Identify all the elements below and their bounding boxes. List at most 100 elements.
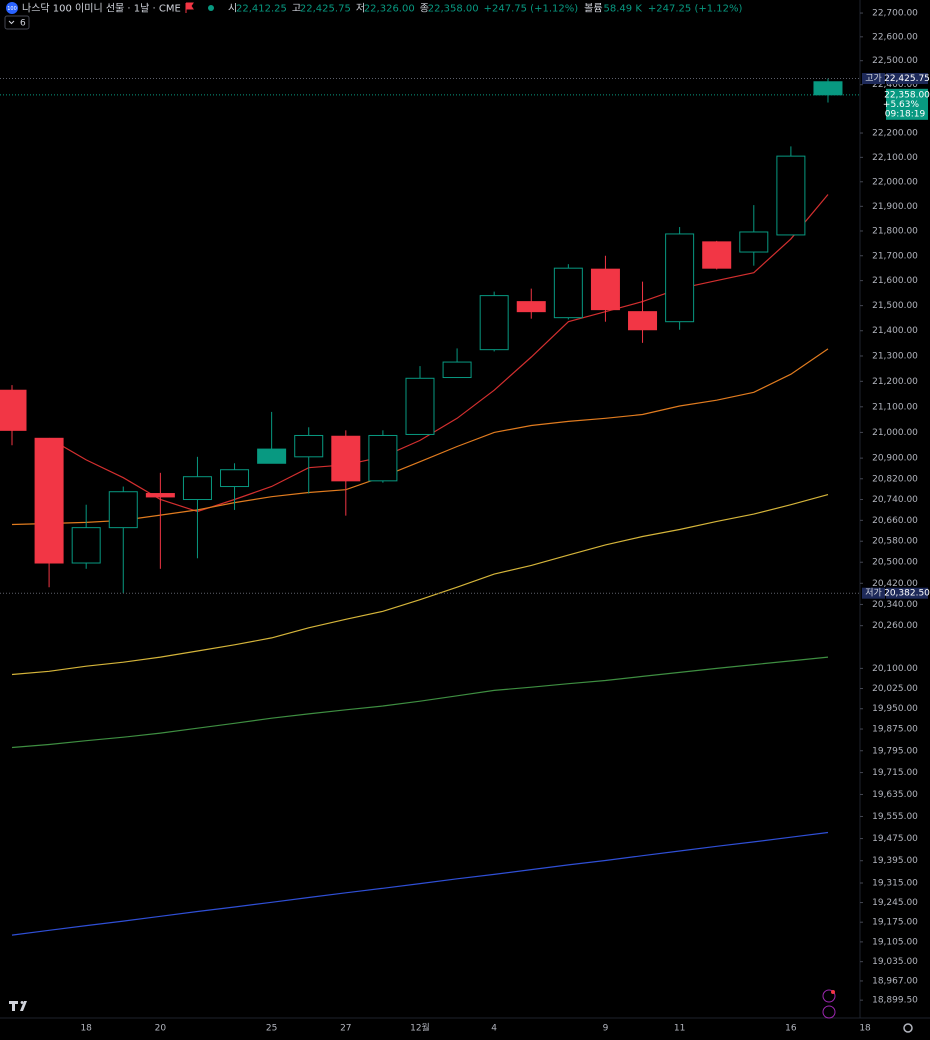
price-label-box <box>886 587 928 599</box>
candle-body <box>516 301 546 313</box>
candle-body <box>220 469 250 488</box>
price-label-value: 22,425.75 <box>884 74 930 84</box>
y-tick-label: 19,105.00 <box>872 937 918 947</box>
y-tick-label: 22,600.00 <box>872 32 918 42</box>
candle-body <box>257 448 287 464</box>
x-tick-label: 16 <box>785 1024 797 1034</box>
moving-average-line <box>11 348 829 526</box>
candle-body <box>553 267 583 319</box>
candle-body <box>294 434 324 458</box>
y-tick-label: 19,315.00 <box>872 878 918 888</box>
indicator-toggle[interactable] <box>4 15 30 30</box>
candle-body <box>739 231 769 253</box>
price-label-value: 20,382.50 <box>884 589 930 599</box>
candle-body <box>813 81 843 96</box>
y-tick-label: 21,600.00 <box>872 276 918 286</box>
last-price-box <box>886 88 928 120</box>
y-tick-label: 19,950.00 <box>872 704 918 714</box>
ohlc-label: 저 <box>356 3 365 15</box>
candle-body <box>368 434 398 482</box>
x-tick-label: 27 <box>340 1024 351 1034</box>
candle-body <box>71 527 101 564</box>
price-axis: 22,700.00 22,600.00 22,500.00 22,400.00 22,2… <box>860 9 930 1006</box>
symbol-badge <box>6 2 18 14</box>
candle-body <box>479 295 509 351</box>
y-tick-label: 20,580.00 <box>872 537 918 547</box>
y-tick-label: 21,700.00 <box>872 251 918 261</box>
y-tick-label: 20,820.00 <box>872 474 918 484</box>
volume-label: 볼륨 <box>584 3 602 15</box>
logo-shape <box>9 1001 27 1011</box>
candle-body <box>0 389 27 431</box>
y-tick-label: 22,400.00 <box>872 80 918 90</box>
last-price-change: +5.63% <box>883 100 920 110</box>
y-tick-label: 19,795.00 <box>872 746 918 756</box>
chevron-icon <box>8 20 15 25</box>
candle-body <box>442 361 472 379</box>
price-label-tag <box>862 587 885 599</box>
candle-body <box>182 476 212 501</box>
y-tick-label: 19,475.00 <box>872 834 918 844</box>
y-tick-label: 21,200.00 <box>872 377 918 387</box>
ohlc-value: 22,326.00 <box>364 4 415 15</box>
y-tick-label: 20,025.00 <box>872 684 918 694</box>
x-tick-label: 4 <box>491 1024 497 1034</box>
y-tick-label: 21,400.00 <box>872 326 918 336</box>
symbol-title: 나스닥 100 이미니 선물 · 1날 · CME <box>22 3 181 15</box>
x-tick-label: 25 <box>266 1024 277 1034</box>
y-tick-label: 19,175.00 <box>872 918 918 928</box>
y-tick-label: 19,555.00 <box>872 812 918 822</box>
y-tick-label: 19,875.00 <box>872 725 918 735</box>
candle-body <box>145 493 175 498</box>
last-price-value: 22,358.00 <box>884 90 930 100</box>
y-tick-label: 22,700.00 <box>872 9 918 19</box>
plot-area <box>0 78 860 936</box>
tradingview-logo[interactable] <box>9 1001 27 1011</box>
y-tick-label: 21,500.00 <box>872 301 918 311</box>
y-tick-label: 22,000.00 <box>872 177 918 187</box>
y-tick-label: 20,740.00 <box>872 495 918 505</box>
y-tick-label: 20,500.00 <box>872 558 918 568</box>
flag-icon[interactable] <box>185 2 194 13</box>
y-tick-label: 19,635.00 <box>872 790 918 800</box>
ohlc-label: 종 <box>420 3 429 15</box>
candle-body <box>108 491 138 529</box>
price-label-name: 저가 <box>865 588 882 599</box>
y-tick-label: 21,900.00 <box>872 202 918 212</box>
y-tick-label: 21,000.00 <box>872 428 918 438</box>
replay-icon[interactable] <box>822 1005 836 1019</box>
candle-body <box>34 437 64 564</box>
y-tick-label: 20,660.00 <box>872 516 918 526</box>
price-label-name: 고가 <box>865 73 882 84</box>
ohlc-value: 22,358.00 <box>428 4 479 15</box>
x-tick-label: 9 <box>603 1024 609 1034</box>
countdown: 09:18:19 <box>885 109 926 119</box>
y-tick-label: 22,100.00 <box>872 153 918 163</box>
ohlc-value: 22,425.75 <box>300 4 351 15</box>
candle-body <box>665 233 695 323</box>
ohlc-value: 22,412.25 <box>236 4 287 15</box>
status-dot <box>208 5 214 11</box>
y-tick-label: 22,200.00 <box>872 129 918 139</box>
x-tick-label: 18 <box>80 1024 92 1034</box>
y-tick-label: 18,967.00 <box>872 976 918 986</box>
y-tick-label: 19,395.00 <box>872 856 918 866</box>
y-tick-label: 20,900.00 <box>872 454 918 464</box>
x-tick-label: 12월 <box>410 1022 430 1034</box>
y-tick-label: 22,500.00 <box>872 56 918 66</box>
volume-change: +247.25 (+1.12%) <box>648 4 743 15</box>
x-tick-label: 11 <box>674 1024 685 1034</box>
price-label-box <box>886 73 928 85</box>
y-tick-label: 18,899.50 <box>872 996 918 1006</box>
ohlc-label: 고 <box>292 4 301 15</box>
settings-icon[interactable] <box>903 1023 913 1033</box>
y-tick-label: 20,100.00 <box>872 664 918 674</box>
alert-icon[interactable] <box>822 989 836 1003</box>
y-tick-label: 20,420.00 <box>872 579 918 589</box>
y-tick-label: 20,260.00 <box>872 621 918 631</box>
moving-average-line <box>11 494 829 676</box>
x-tick-label: 20 <box>155 1024 167 1034</box>
